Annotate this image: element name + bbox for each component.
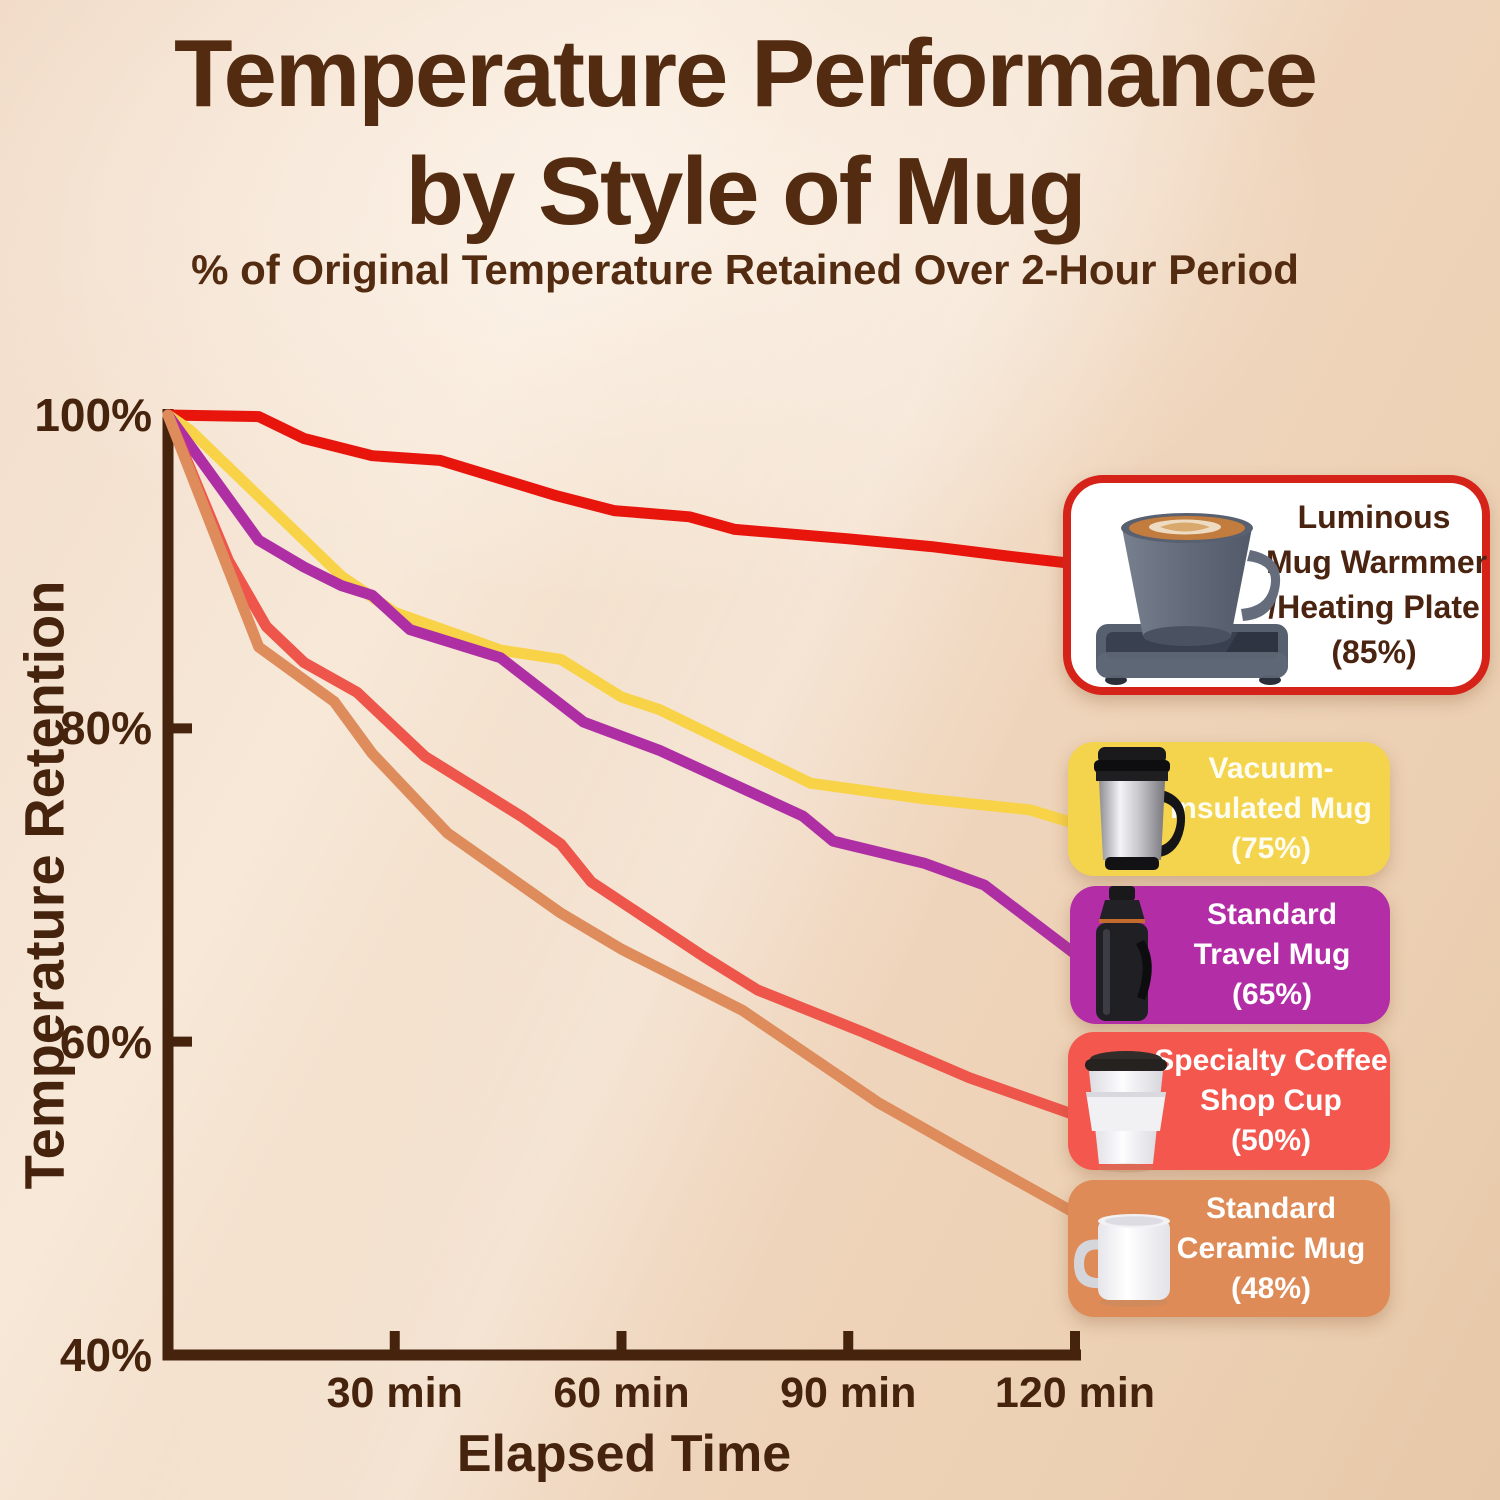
x-tick-label: 60 min <box>553 1369 690 1417</box>
line-specialty-coffee-shop-cup <box>162 409 1077 1120</box>
page-title-line2: by Style of Mug <box>405 138 1086 245</box>
line-standard-travel-mug <box>162 409 1081 960</box>
legend-label: Standard <box>1205 1191 1337 1225</box>
legend-value: (48%) <box>1230 1271 1312 1305</box>
x-tick-label: 90 min <box>780 1369 917 1417</box>
legend-value: (85%) <box>1331 634 1417 670</box>
legend-label: Ceramic Mug <box>1176 1231 1366 1265</box>
page-title-line1: Temperature Performance <box>174 20 1318 127</box>
y-tick-label: 80% <box>59 702 152 755</box>
x-tick-label: 30 min <box>326 1369 463 1417</box>
line-mug-warmer <box>162 409 1081 570</box>
y-tick-label: 100% <box>34 389 152 441</box>
legend-card-coffee-shop-cup: Specialty Coffee Shop Cup (50%) <box>1068 1032 1390 1170</box>
legend-label: Vacuum- <box>1208 752 1334 785</box>
legend-value: (75%) <box>1230 832 1312 865</box>
legend-label: Standard <box>1206 898 1338 931</box>
legend-value: (50%) <box>1230 1124 1312 1157</box>
page-subtitle: % of Original Temperature Retained Over … <box>191 246 1299 293</box>
legend-label: Specialty Coffee <box>1154 1044 1388 1077</box>
y-tick-label: 40% <box>59 1329 152 1381</box>
legend-label: /Heating Plate <box>1268 589 1480 625</box>
line-standard-ceramic-mug <box>162 409 1077 1217</box>
x-tick-label: 120 min <box>994 1369 1156 1417</box>
legend-card-vacuum-mug: Vacuum- Insulated Mug (75%) <box>1068 742 1390 876</box>
legend-label: Travel Mug <box>1193 938 1351 971</box>
x-axis-title: Elapsed Time <box>456 1425 792 1483</box>
legend-value: (65%) <box>1231 978 1313 1011</box>
y-tick-label: 60% <box>59 1015 152 1068</box>
y-axis-title: Temperature Retention <box>12 580 76 1190</box>
line-vacuum-insulated-mug <box>162 409 1077 828</box>
legend-label: Insulated Mug <box>1170 792 1372 825</box>
legend-card-travel-mug: Standard Travel Mug (65%) <box>1070 886 1390 1024</box>
legend-label: Luminous <box>1297 499 1451 535</box>
legend-card-ceramic-mug: Standard Ceramic Mug (48%) <box>1068 1180 1390 1317</box>
legend-label: Shop Cup <box>1200 1084 1342 1117</box>
legend-label: Mug Warmmer <box>1266 544 1488 580</box>
legend-card-mug-warmer: Luminous Mug Warmmer /Heating Plate (85%… <box>1063 475 1490 695</box>
